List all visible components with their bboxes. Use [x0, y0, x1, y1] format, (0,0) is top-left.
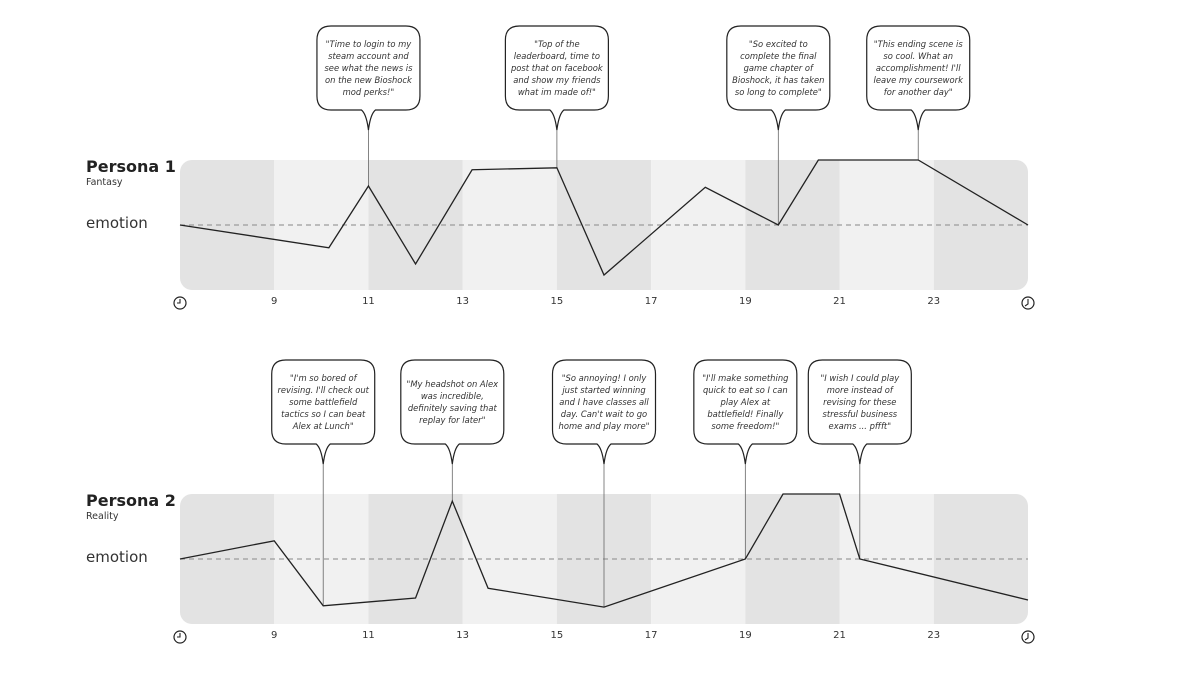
persona-subtitle: Reality [86, 511, 119, 522]
clock-icon [173, 296, 187, 310]
speech-bubble [726, 25, 831, 131]
emotion-line [179, 493, 1029, 608]
persona-1-chart [173, 25, 1035, 310]
hour-tick-label: 9 [271, 296, 278, 307]
clock-icon [1021, 630, 1035, 644]
hour-tick-label: 17 [644, 296, 658, 307]
hour-tick-label: 9 [271, 630, 278, 641]
speech-bubble [271, 359, 376, 465]
clock-icon [1021, 296, 1035, 310]
quote-text: "Time to login to my steam account and s… [324, 39, 413, 97]
speech-bubble [693, 359, 798, 465]
speech-bubble [551, 359, 657, 465]
hour-tick-label: 21 [833, 630, 846, 641]
speech-bubble [400, 359, 505, 465]
emotion-axis-label: emotion [86, 548, 148, 566]
hour-tick-label: 15 [550, 630, 564, 641]
hour-tick-label: 21 [833, 296, 846, 307]
speech-bubble [316, 25, 421, 131]
hour-tick-label: 17 [644, 630, 658, 641]
quote-text: "My headshot on Alex was incredible, def… [406, 379, 499, 425]
hour-tick-label: 13 [456, 630, 470, 641]
speech-bubble [504, 25, 609, 131]
hour-tick-label: 15 [550, 296, 564, 307]
hour-tick-label: 11 [362, 296, 375, 307]
hour-tick-label: 19 [738, 296, 752, 307]
persona-2-chart [173, 359, 1035, 644]
quote-text: "So excited to complete the final game c… [732, 39, 825, 97]
quote-text: "Top of the leaderboard, time to post th… [510, 39, 603, 97]
quote-text: "I'm so bored of revising. I'll check ou… [277, 373, 369, 431]
hour-tick-label: 11 [362, 630, 375, 641]
emotion-line [179, 159, 1029, 277]
quote-text: "This ending scene is so cool. What an a… [873, 39, 963, 97]
emotion-axis-label: emotion [86, 214, 148, 232]
persona-subtitle: Fantasy [86, 177, 123, 188]
clock-icon [173, 630, 187, 644]
speech-bubble [866, 25, 971, 131]
hour-tick-label: 13 [456, 296, 470, 307]
quote-text: "I'll make something quick to eat so I c… [702, 373, 789, 431]
quote-text: "So annoying! I only just started winnin… [558, 373, 650, 431]
speech-bubble [807, 359, 912, 465]
persona-title: Persona 2 [86, 491, 176, 510]
hour-tick-label: 23 [927, 296, 941, 307]
quote-text: "I wish I could play more instead of rev… [820, 373, 900, 431]
persona-title: Persona 1 [86, 157, 176, 176]
hour-tick-label: 19 [738, 630, 752, 641]
hour-tick-label: 23 [927, 630, 941, 641]
